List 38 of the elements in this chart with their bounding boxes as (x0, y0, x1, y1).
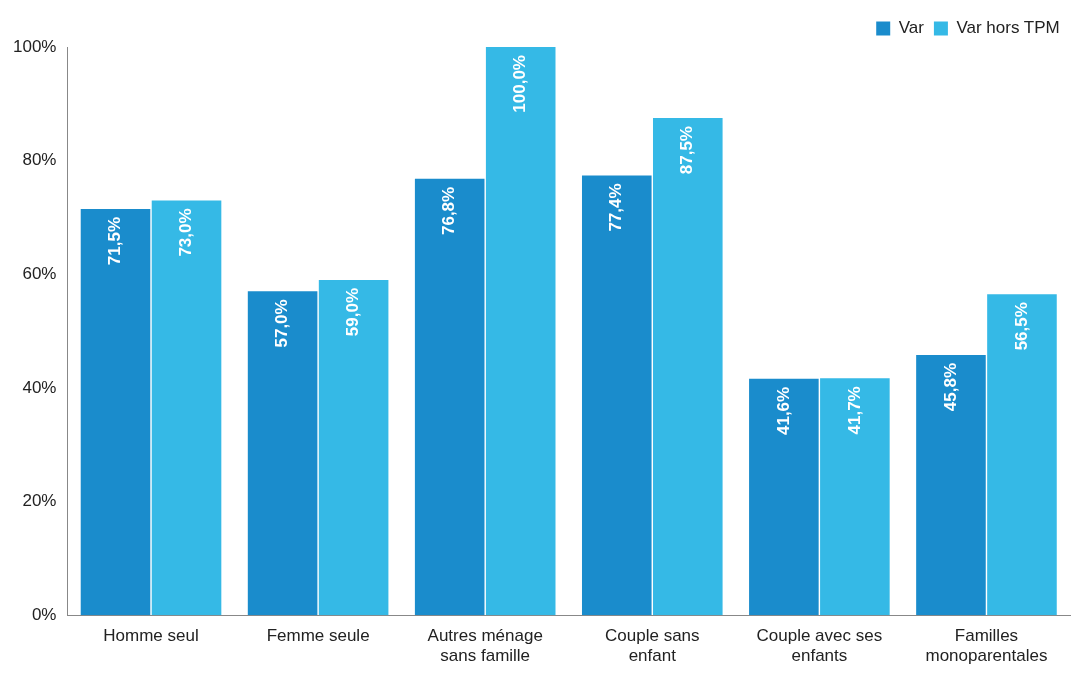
bar (916, 354, 986, 616)
data-label: 41,7% (844, 386, 864, 435)
data-label: 59,0% (343, 287, 363, 337)
data-label: 56,5% (1011, 302, 1031, 351)
x-tick-label: Couple sans enfant (605, 626, 700, 666)
bar (987, 294, 1057, 616)
y-tick-label: 40% (22, 377, 57, 397)
y-tick-label: 80% (22, 150, 57, 170)
y-tick-label: 0% (31, 604, 57, 624)
legend-label: Var hors TPM (956, 18, 1060, 38)
bar (151, 200, 222, 616)
data-label: 57,0% (272, 299, 292, 348)
x-tick-label: Familles monoparentales (925, 626, 1048, 666)
data-label: 100,0% (510, 55, 530, 113)
data-label: 87,5% (677, 126, 697, 175)
data-label: 45,8% (940, 362, 960, 412)
x-tick-label: Femme seule (266, 626, 370, 646)
bar (820, 378, 890, 616)
bar (318, 279, 389, 616)
bar (652, 118, 723, 616)
bar (80, 208, 151, 616)
x-tick-label: Couple avec ses enfants (756, 626, 883, 666)
x-tick-label: Homme seul (103, 626, 199, 646)
data-label: 77,4% (606, 183, 626, 232)
x-tick-label: Autres ménage sans famille (427, 626, 543, 666)
bar (485, 47, 556, 616)
y-tick-label: 20% (22, 491, 57, 511)
data-label: 73,0% (176, 208, 196, 257)
bar (414, 178, 485, 616)
y-tick-label: 60% (22, 263, 57, 283)
bar (581, 175, 652, 616)
data-label: 76,8% (439, 186, 459, 236)
y-tick-label: 100% (13, 36, 57, 56)
data-label: 71,5% (105, 216, 125, 266)
bar (247, 291, 318, 616)
legend-label: Var (898, 18, 925, 38)
bar (749, 378, 819, 616)
data-label: 41,6% (773, 386, 793, 436)
